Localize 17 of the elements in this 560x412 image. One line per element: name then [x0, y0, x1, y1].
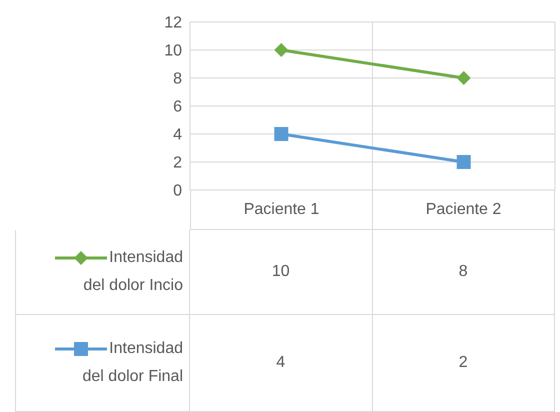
point	[456, 71, 471, 85]
point	[274, 127, 288, 141]
data-label: 8	[372, 230, 555, 314]
y-tick-label: 0	[173, 182, 182, 200]
y-tick-label: 8	[173, 70, 182, 88]
y-tick-label: 4	[173, 126, 182, 144]
x-tick-label: Paciente 2	[373, 190, 555, 230]
y-tick-label: 2	[173, 154, 182, 172]
y-tick-label: 12	[164, 14, 182, 32]
data-label: 2	[372, 315, 555, 411]
legend-label: Intensidad del dolor Final	[82, 340, 183, 385]
y-tick-label: 6	[173, 98, 182, 116]
point	[274, 43, 288, 57]
y-tick-label: 10	[164, 42, 182, 60]
x-tick-label: Paciente 1	[191, 190, 373, 230]
legend-label: Intensidad del dolor Incio	[83, 249, 183, 294]
point	[456, 155, 471, 169]
